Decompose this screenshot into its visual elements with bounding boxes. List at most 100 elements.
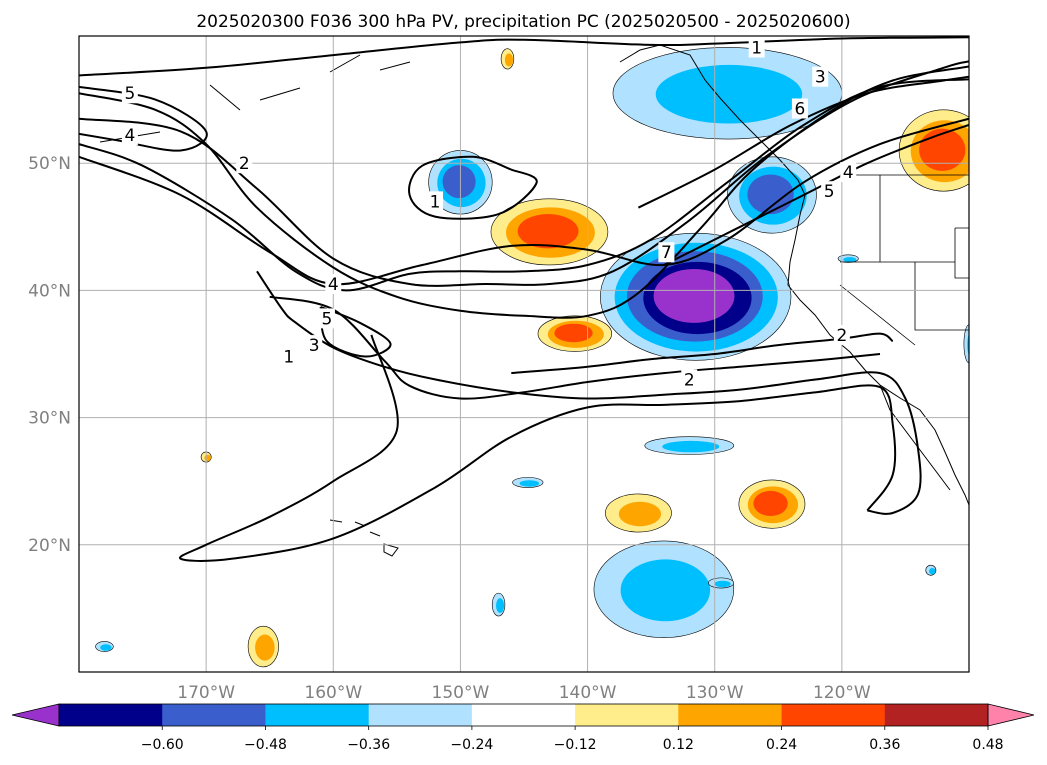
shade-level-neg0p24	[100, 644, 112, 651]
contour-label: 4	[843, 163, 854, 183]
shade-negative-113w-18n	[925, 564, 937, 576]
lat-tick-label: 20°N	[28, 536, 71, 556]
shade-level-neg0p12	[963, 324, 969, 364]
lat-tick-label: 50°N	[28, 154, 71, 174]
contour-label-bg	[791, 98, 808, 119]
baja-peninsula	[879, 384, 951, 491]
colorbar-bin	[59, 704, 163, 726]
contour-label-bg	[121, 83, 138, 104]
map-background	[79, 36, 969, 672]
colorbar-frame	[58, 703, 989, 727]
shade-negative-gulf-alaska	[612, 47, 843, 140]
shade-level-0p36	[753, 490, 788, 516]
shade-negative-150w-49n	[428, 150, 493, 215]
shade-level-neg0p24	[620, 559, 711, 622]
contour-label-bg	[121, 125, 138, 146]
contour-label: 4	[124, 126, 135, 146]
shade-negative-132w-28n	[644, 436, 735, 455]
shade-negative-129w-17n	[708, 577, 735, 589]
pv-contour-1	[408, 155, 538, 220]
pv-contour-1	[256, 270, 922, 515]
shade-negative-tropical-band	[593, 540, 735, 638]
pv-contour-3	[79, 60, 969, 287]
contour-label: 2	[239, 154, 250, 174]
colorbar-bin	[265, 704, 370, 726]
contour-label: 3	[309, 336, 320, 356]
colorbar-bin	[368, 704, 473, 726]
pv-contour-4	[269, 295, 881, 400]
colorbar-tick-label: −0.60	[141, 737, 184, 753]
shade-level-neg0p24	[496, 598, 505, 613]
colorbar-bin	[162, 704, 266, 726]
shade-positive-126w-23n	[738, 479, 806, 529]
lat-tick-label: 30°N	[28, 409, 71, 429]
contour-label-bg	[658, 242, 675, 263]
contour-label-bg	[236, 153, 253, 174]
shade-level-neg0p36	[442, 165, 476, 199]
shade-level-0p24	[618, 501, 662, 527]
contour-label: 2	[836, 326, 847, 346]
shade-positive-113w-51n	[898, 109, 969, 192]
lat-tick-label: 40°N	[28, 281, 71, 301]
shade-positive-136w-23n	[605, 493, 672, 533]
shade-level-0p36	[919, 128, 966, 171]
contour-label-bg	[821, 181, 838, 202]
colorbar-bin	[575, 704, 679, 726]
colorbar: −0.60 −0.48 −0.36 −0.24 −0.12 0.12 0.24 0.36 0.4…	[11, 703, 1035, 753]
hawaii-islands	[329, 519, 399, 557]
alaska-coastline	[619, 44, 806, 196]
shade-positive-165w-12n	[247, 625, 279, 668]
contour-label: 7	[661, 243, 672, 263]
us-state-borders	[839, 174, 969, 346]
shade-level-0p24	[504, 53, 514, 67]
shade-level-neg0p24	[714, 580, 731, 588]
lon-tick-label: 140°W	[559, 683, 617, 703]
contour-label-bg	[833, 324, 850, 345]
shade-level-neg0p24	[655, 64, 803, 124]
pv-contour-1	[79, 36, 969, 77]
shade-level-neg0p6	[653, 268, 735, 323]
contour-label-bg	[748, 37, 765, 58]
shade-level-neg0p24	[843, 257, 857, 263]
contour-label-bg	[306, 335, 323, 356]
pv-contour-5	[79, 117, 969, 286]
contour-label: 2	[684, 370, 695, 390]
shade-level-neg0p24	[519, 480, 540, 487]
coastlines	[99, 44, 969, 557]
contour-label: 1	[283, 348, 294, 368]
colorbar-tick-label: −0.36	[347, 737, 390, 753]
colorbar-tick-label: 0.12	[663, 737, 694, 753]
contour-label: 5	[124, 84, 135, 104]
shade-negative-178w-12n	[95, 641, 114, 652]
axis-tick-labels: 170°W 160°W 150°W 140°W 130°W 120°W 20°N 30°N 40…	[28, 154, 871, 703]
chart-title: 2025020300 F036 300 hPa PV, precipitatio…	[196, 12, 850, 32]
pv-contour-5	[319, 305, 392, 358]
precipitation-shading	[95, 47, 969, 668]
shade-level-0p24	[204, 454, 211, 462]
colorbar-tick-label: 0.48	[972, 737, 1003, 753]
shade-positive-146w-58n	[500, 48, 515, 70]
lon-tick-label: 160°W	[304, 683, 362, 703]
shade-level-neg0p24	[967, 333, 969, 356]
contour-label: 5	[824, 182, 835, 202]
contour-label: 6	[794, 100, 805, 120]
colorbar-bin	[678, 704, 783, 726]
contour-label-bg	[812, 66, 829, 87]
shade-level-0p36	[554, 323, 593, 343]
shade-level-0p24	[255, 634, 275, 661]
colorbar-bin	[781, 704, 886, 726]
shade-level-neg0p24	[929, 567, 936, 575]
shade-level-neg0p24	[662, 440, 720, 453]
colorbar-tick-label: 0.36	[869, 737, 900, 753]
contour-label: 3	[815, 68, 826, 88]
colorbar-tick-label: −0.24	[450, 737, 493, 753]
colorbar-min-extend	[11, 703, 60, 727]
pv-contour-2	[511, 332, 894, 375]
aleutian-islands	[99, 54, 411, 143]
shade-level-0p36	[517, 214, 579, 249]
pv-contour-1	[178, 334, 897, 562]
shade-negative-core-ne-pacific	[599, 232, 792, 361]
